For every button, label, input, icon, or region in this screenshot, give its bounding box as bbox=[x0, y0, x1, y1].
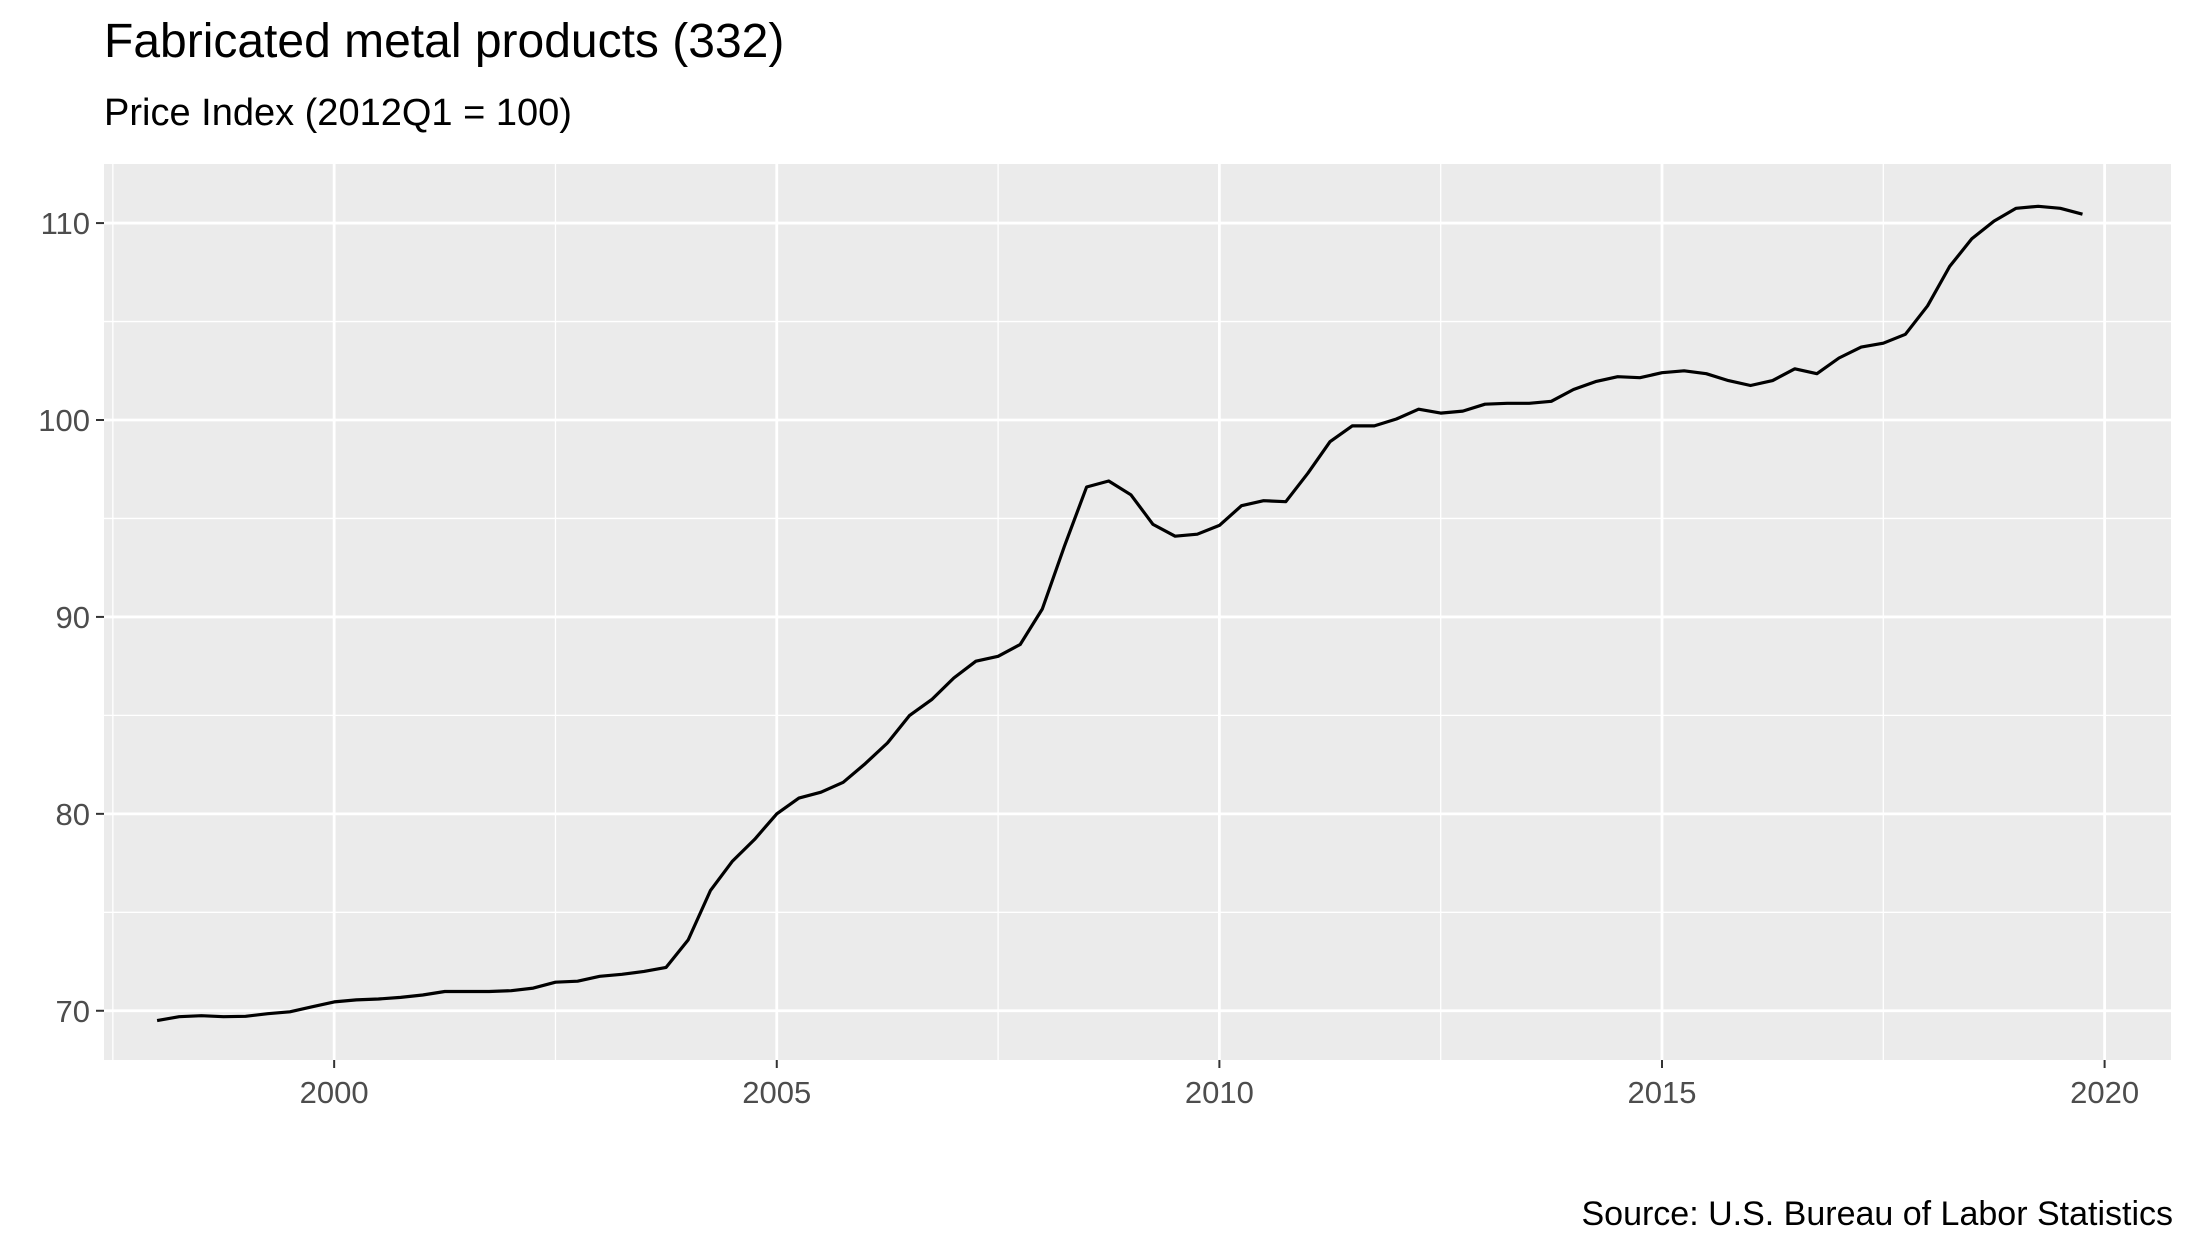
major-gridlines bbox=[104, 164, 2171, 1060]
y-tick-label: 100 bbox=[38, 403, 90, 438]
source-caption: Source: U.S. Bureau of Labor Statistics bbox=[1581, 1195, 2173, 1233]
minor-gridlines bbox=[104, 164, 2171, 1060]
chart-subtitle: Price Index (2012Q1 = 100) bbox=[104, 92, 572, 134]
y-tick-label: 70 bbox=[56, 994, 90, 1029]
x-axis: 2000 2005 2010 2015 2020 bbox=[300, 1060, 2139, 1110]
series-line bbox=[156, 204, 2083, 1023]
y-tick-label: 90 bbox=[56, 600, 90, 635]
x-tick-label: 2000 bbox=[300, 1075, 369, 1110]
y-axis: 70 80 90 100 110 bbox=[38, 206, 104, 1029]
y-tick-label: 80 bbox=[56, 797, 90, 832]
y-tick-label: 110 bbox=[41, 206, 90, 241]
plot-panel bbox=[104, 164, 2171, 1060]
chart-title: Fabricated metal products (332) bbox=[104, 15, 785, 68]
x-tick-label: 2020 bbox=[2070, 1075, 2139, 1110]
x-tick-label: 2005 bbox=[742, 1075, 811, 1110]
x-tick-label: 2015 bbox=[1628, 1075, 1697, 1110]
x-tick-label: 2010 bbox=[1185, 1075, 1254, 1110]
